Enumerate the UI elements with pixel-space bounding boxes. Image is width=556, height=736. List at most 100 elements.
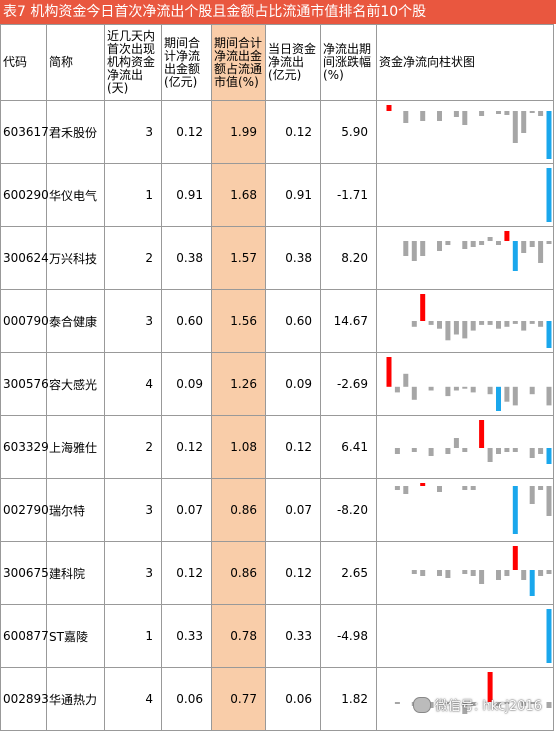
- flow-bar: [470, 241, 476, 247]
- period-outflow-value: 0.91: [161, 163, 212, 227]
- flow-bar: [496, 386, 501, 411]
- bar-chart-cell: [376, 415, 554, 479]
- flow-bar: [420, 111, 426, 121]
- stock-name: 容大感光: [46, 352, 105, 416]
- flow-bar: [462, 702, 468, 714]
- flow-bar: [437, 321, 442, 329]
- period-outflow-value: 0.38: [161, 226, 212, 290]
- flow-bar: [437, 111, 442, 121]
- days-value: 3: [104, 289, 162, 353]
- flow-bar: [428, 321, 434, 325]
- flow-bar: [504, 111, 510, 115]
- flow-bar: [394, 702, 400, 704]
- period-ratio-value: 1.57: [211, 226, 266, 290]
- flow-bar: [512, 111, 518, 143]
- header-code: 代码: [0, 24, 47, 101]
- flow-bar: [453, 438, 459, 448]
- flow-bar: [479, 570, 485, 584]
- period-ratio-value: 0.86: [211, 478, 266, 542]
- net-flow-bar-chart: [386, 105, 552, 159]
- flow-bar: [546, 386, 552, 406]
- flow-bar: [470, 702, 476, 706]
- flow-bar: [529, 448, 535, 458]
- flow-bar: [496, 321, 501, 329]
- header-period-outflow: 期间合计净流出金额(亿元): [161, 24, 212, 101]
- change-value: 14.67: [320, 289, 377, 353]
- period-outflow-value: 0.12: [161, 415, 212, 479]
- flow-bar: [420, 570, 426, 576]
- stock-code: 300624: [0, 226, 49, 290]
- bar-chart-cell: [376, 352, 554, 416]
- day-outflow-value: 0.60: [265, 289, 321, 353]
- day-outflow-value: 0.12: [265, 541, 321, 605]
- flow-bar: [445, 570, 451, 578]
- change-value: 1.82: [320, 667, 377, 731]
- flow-bar: [428, 386, 434, 391]
- stock-name: 建科院: [46, 541, 105, 605]
- flow-bar: [538, 486, 544, 490]
- day-outflow-value: 0.33: [265, 604, 321, 668]
- flow-bar: [529, 386, 535, 395]
- flow-bar: [546, 609, 552, 663]
- flow-bar: [445, 321, 451, 341]
- flow-bar: [403, 111, 409, 123]
- net-flow-bar-chart: [394, 420, 552, 464]
- period-ratio-value: 1.56: [211, 289, 266, 353]
- flow-bar: [386, 105, 392, 111]
- days-value: 2: [104, 415, 162, 479]
- header-name: 简称: [46, 24, 105, 101]
- flow-bar: [504, 231, 510, 241]
- flow-bar: [496, 448, 501, 454]
- period-outflow-value: 0.12: [161, 541, 212, 605]
- flow-bar: [487, 672, 493, 702]
- flow-bar: [512, 546, 518, 570]
- net-flow-bar-chart: [386, 357, 552, 411]
- flow-bar: [496, 570, 501, 580]
- header-row: 代码 简称 近几天内首次出现机构资金净流出(天) 期间合计净流出金额(亿元) 期…: [0, 24, 554, 101]
- days-value: 3: [104, 100, 162, 164]
- days-value: 3: [104, 541, 162, 605]
- day-outflow-value: 0.07: [265, 478, 321, 542]
- day-outflow-value: 0.06: [265, 667, 321, 731]
- change-value: 5.90: [320, 100, 377, 164]
- change-value: -1.71: [320, 163, 377, 227]
- flow-bar: [420, 241, 426, 256]
- bar-chart-cell: [376, 604, 554, 668]
- flow-bar: [512, 241, 518, 271]
- flow-bar: [462, 386, 468, 389]
- flow-bar: [529, 486, 535, 504]
- flow-bar: [479, 420, 485, 448]
- flow-bar: [462, 486, 468, 490]
- flow-bar: [462, 111, 468, 125]
- day-outflow-value: 0.38: [265, 226, 321, 290]
- flow-bar: [538, 241, 544, 263]
- stock-code: 000790: [0, 289, 49, 353]
- table-row: 000790 泰合健康 3 0.60 1.56 0.60 14.67: [0, 289, 554, 353]
- net-flow-bar-chart: [546, 168, 552, 222]
- bar-chart-cell: [376, 289, 554, 353]
- stock-name: 华仪电气: [46, 163, 105, 227]
- stock-code: 002893: [0, 667, 49, 731]
- flow-bar: [445, 702, 451, 704]
- header-period-ratio: 期间合计净流出金额占流通市值(%): [211, 24, 266, 101]
- flow-bar: [546, 486, 552, 516]
- table-title: 表7 机构资金今日首次净流出个股且金额占比流通市值排名前10个股: [0, 0, 556, 24]
- change-value: 6.41: [320, 415, 377, 479]
- table-row: 300624 万兴科技 2 0.38 1.57 0.38 8.20: [0, 226, 554, 290]
- change-value: -8.20: [320, 478, 377, 542]
- bar-chart-cell: [376, 541, 554, 605]
- flow-bar: [521, 111, 527, 133]
- net-flow-bar-chart: [394, 483, 552, 534]
- flow-bar: [462, 321, 468, 339]
- flow-bar: [428, 448, 434, 456]
- flow-bar: [437, 241, 442, 251]
- flow-bar: [512, 386, 518, 406]
- stock-name: 君禾股份: [46, 100, 105, 164]
- flow-bar: [420, 483, 426, 486]
- flow-bar: [487, 386, 493, 395]
- flow-bar: [496, 111, 501, 114]
- bar-chart-cell: [376, 226, 554, 290]
- stock-code: 600877: [0, 604, 49, 668]
- header-change: 净流出期间涨跌幅(%): [320, 24, 377, 101]
- table-row: 300576 容大感光 4 0.09 1.26 0.09 -2.69: [0, 352, 554, 416]
